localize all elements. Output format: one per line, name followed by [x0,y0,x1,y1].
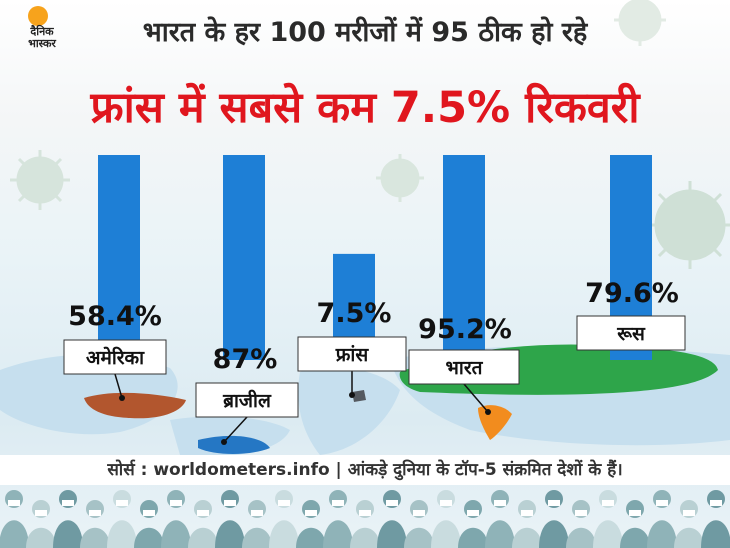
value-label-3: 7.5% [317,298,392,329]
bar-2 [223,155,265,360]
person-icon [296,500,326,548]
category-label-2: ब्राजील [222,389,272,412]
land-europe-africa [298,367,400,455]
virus-icon [376,154,424,202]
person-icon [161,490,191,548]
pointer-head-3 [349,392,355,398]
category-label-5: रूस [616,323,646,345]
country-box-2 [195,382,299,418]
person-icon [593,490,623,548]
chart-title: फ्रांस में सबसे कम 7.5% रिकवरी [90,83,640,133]
pointer-head-4 [485,409,491,415]
bar-4 [443,155,485,360]
person-icon [539,490,569,548]
recovery-bar-chart: 58.4% अमेरिका 87% ब्राजील 7.5% फ्रांस 95.2% भार… [0,0,730,455]
country-usa [84,392,186,419]
value-label-2: 87% [213,344,278,375]
person-icon [431,490,461,548]
pointer-line-1 [114,373,123,399]
crowd-illustration [0,490,730,548]
person-icon [566,500,596,548]
value-label-1: 58.4% [68,301,162,332]
logo-sun-icon [28,6,48,26]
virus-icon [614,0,666,46]
person-icon [0,490,29,548]
country-brazil [198,435,270,454]
person-icon [377,490,407,548]
person-icon [53,490,83,548]
person-icon [620,500,650,548]
person-icon [701,490,730,548]
person-icon [134,500,164,548]
person-icon [485,490,515,548]
country-box-1 [63,339,167,375]
person-icon [26,500,56,548]
pointer-head-1 [119,395,125,401]
person-icon [80,500,110,548]
country-box-4 [408,349,520,385]
person-icon [647,490,677,548]
category-label-4: भारत [446,357,484,379]
person-icon [512,500,542,548]
person-icon [323,490,353,548]
virus-icon [646,181,730,269]
pointer-head-2 [221,439,227,445]
pointer-line-4 [463,383,489,413]
person-icon [242,500,272,548]
dainik-bhaskar-logo: दैनिक भास्कर [0,0,86,62]
logo-text: दैनिक भास्कर [28,25,56,50]
person-icon [107,490,137,548]
person-icon [269,490,299,548]
person-icon [350,500,380,548]
value-label-5: 79.6% [585,278,679,309]
person-icon [674,500,704,548]
bar-1 [98,155,140,360]
virus-icon [10,150,70,210]
virus-decorations [10,0,730,269]
callouts: 58.4% अमेरिका 87% ब्राजील 7.5% फ्रांस 95.2% भार… [63,278,686,445]
person-icon [458,500,488,548]
bars [98,155,652,360]
person-icon [188,500,218,548]
pointer-line-2 [223,416,248,443]
category-label-1: अमेरिका [86,346,145,369]
country-france [352,390,366,402]
value-label-4: 95.2% [418,314,512,345]
chart-subtitle: भारत के हर 100 मरीजों में 95 ठीक हो रहे [142,17,588,48]
category-label-3: फ्रांस [335,344,370,366]
person-icon [404,500,434,548]
source-note: सोर्स : worldometers.info | आंकड़े दुनिय… [0,455,730,485]
person-icon [215,490,245,548]
country-box-3 [297,336,407,372]
country-box-5 [576,315,686,351]
